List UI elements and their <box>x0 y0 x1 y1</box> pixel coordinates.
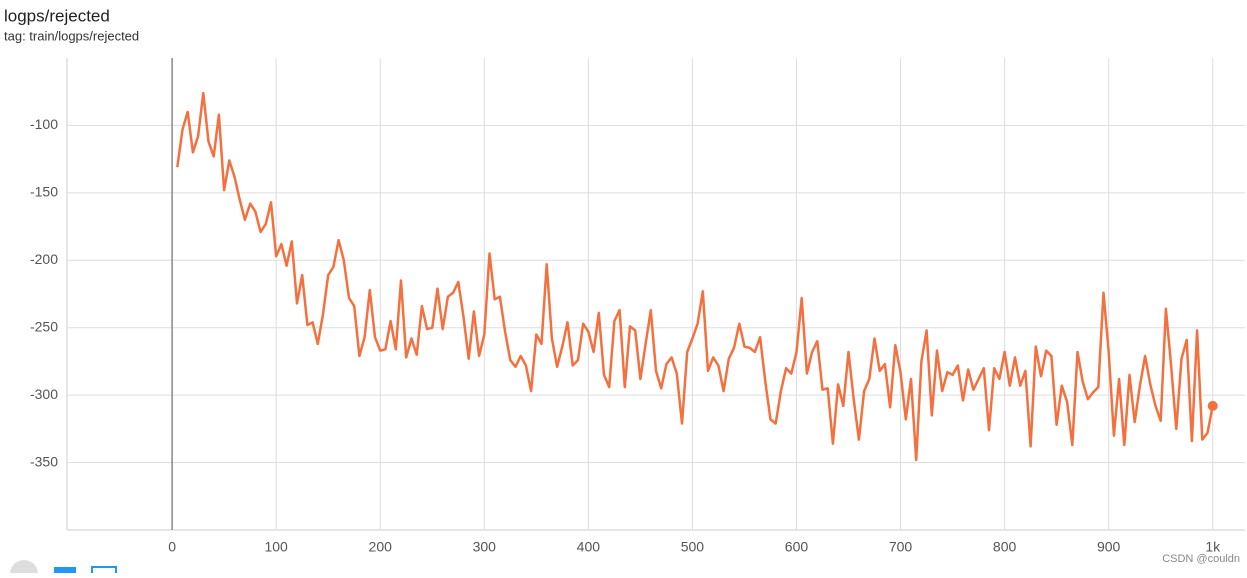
x-tick-label: 500 <box>681 539 705 555</box>
x-tick-label: 300 <box>473 539 497 555</box>
toolbar-button[interactable] <box>54 567 76 575</box>
watermark: CSDN @couldn <box>1162 553 1240 565</box>
y-tick-label: -200 <box>30 251 58 267</box>
x-tick-label: 0 <box>168 539 176 555</box>
y-tick-label: -350 <box>30 453 58 469</box>
x-tick-label: 400 <box>577 539 601 555</box>
toolbar-button[interactable] <box>10 560 38 578</box>
x-tick-label: 1k <box>1205 539 1221 555</box>
y-tick-label: -250 <box>30 318 58 334</box>
x-tick-label: 100 <box>264 539 288 555</box>
y-tick-label: -300 <box>30 386 58 402</box>
x-tick-label: 600 <box>785 539 809 555</box>
end-point <box>1207 400 1218 411</box>
line <box>176 91 1214 462</box>
chart-title: logps/rejected <box>4 6 110 25</box>
y-tick-label: -100 <box>30 116 58 132</box>
x-tick-label: 900 <box>1097 539 1121 555</box>
x-tick-label: 800 <box>993 539 1017 555</box>
y-tick-label: -150 <box>30 184 58 200</box>
x-tick-label: 200 <box>369 539 393 555</box>
toolbar-button[interactable] <box>91 566 117 576</box>
x-tick-label: 700 <box>889 539 913 555</box>
chart-subtitle: tag: train/logps/rejected <box>4 28 139 43</box>
